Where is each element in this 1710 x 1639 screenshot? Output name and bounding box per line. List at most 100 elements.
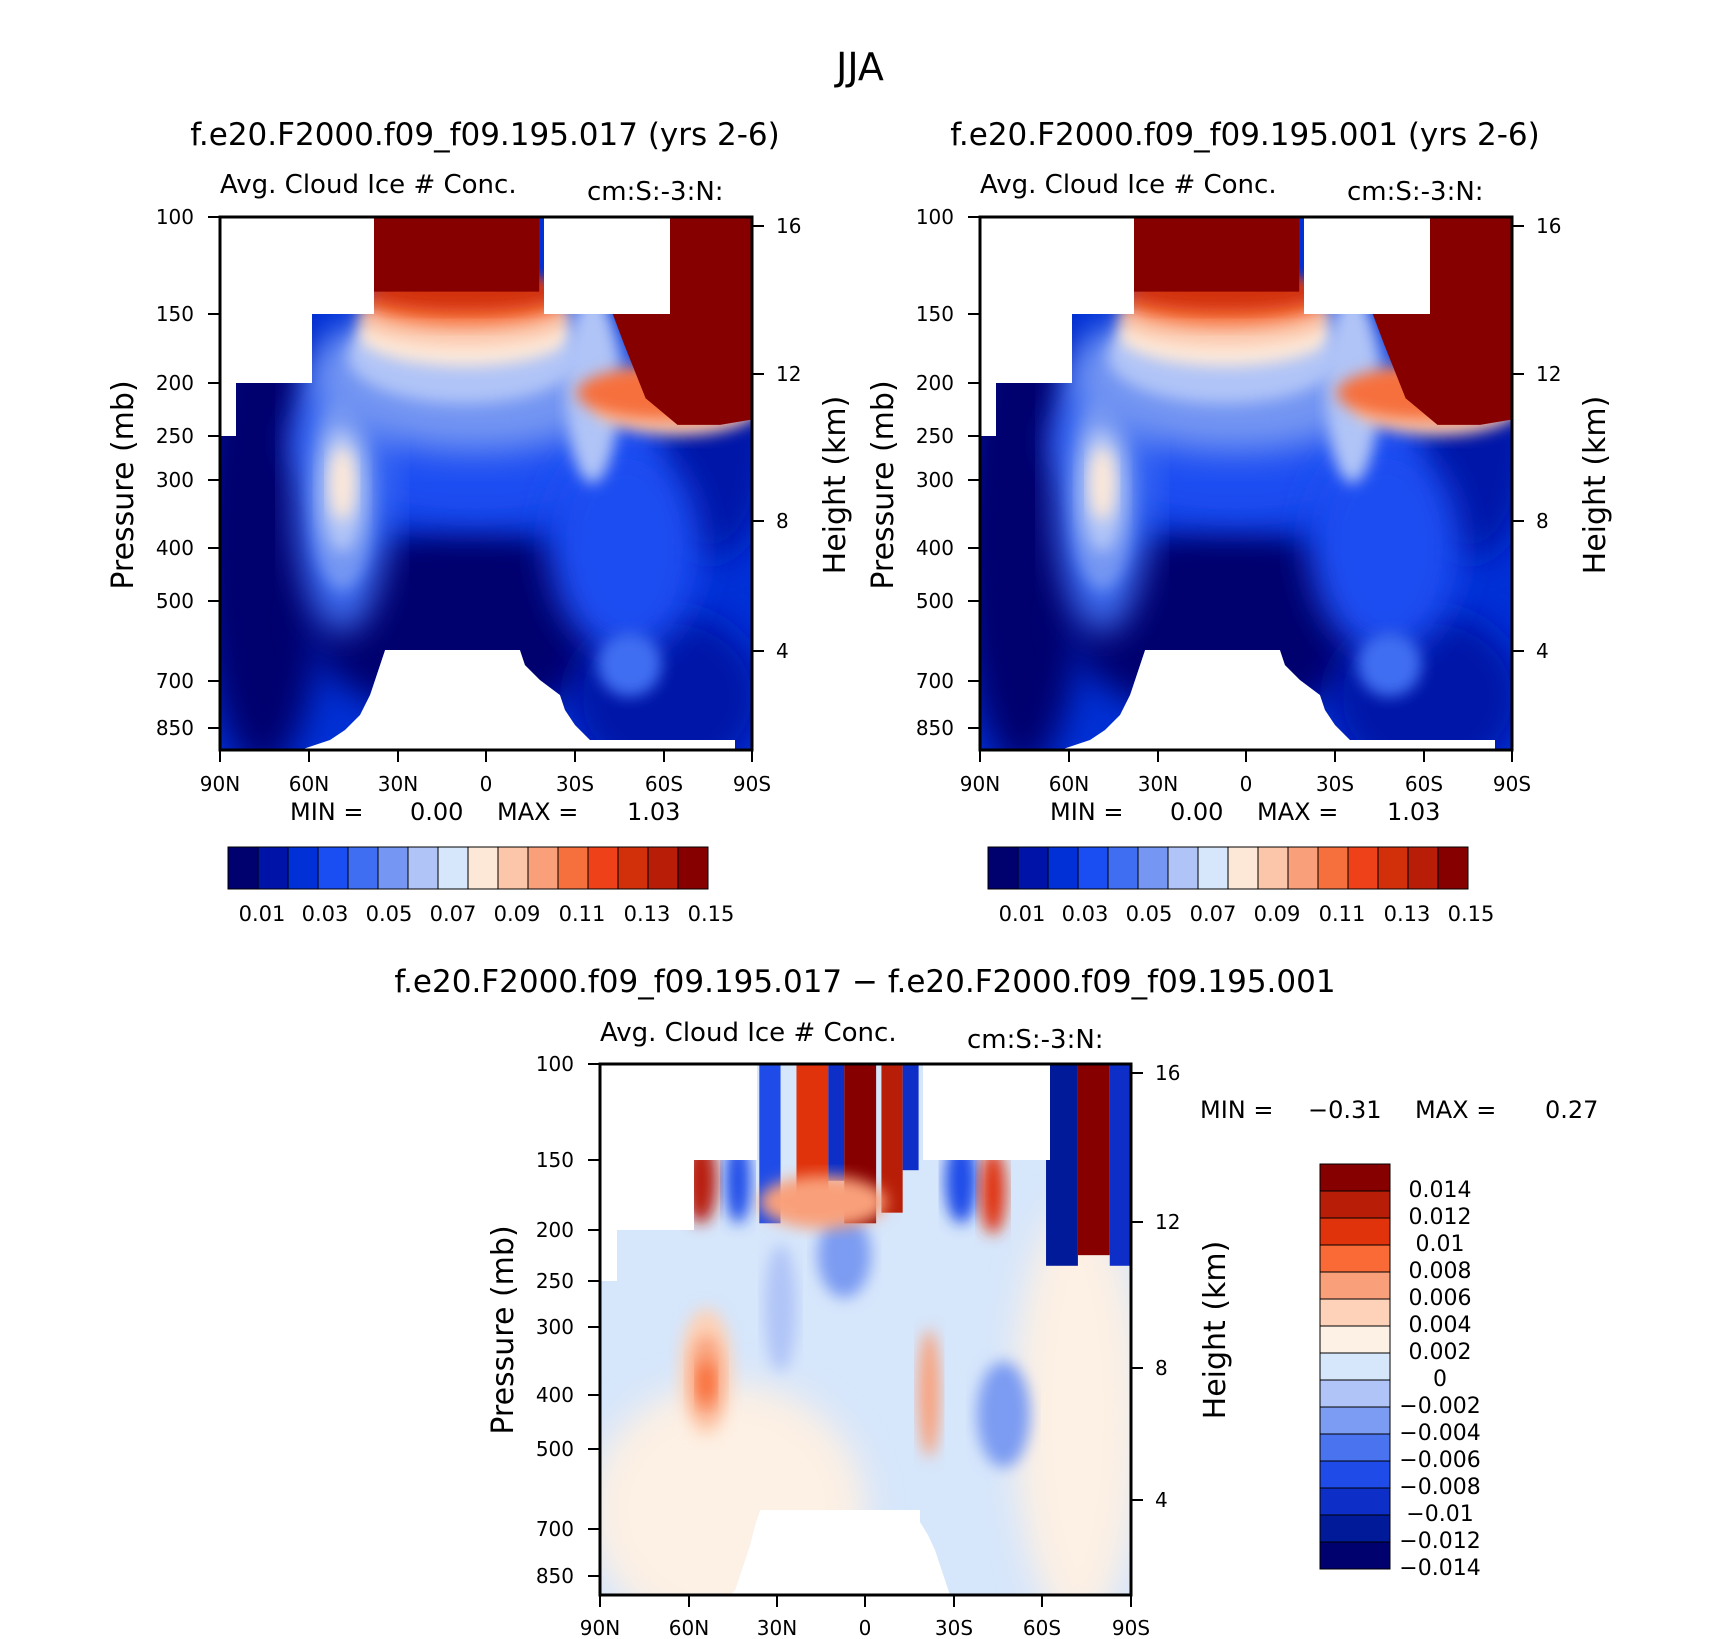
y2-tick-label: 16 — [776, 214, 801, 238]
y2-tick-label: 12 — [776, 362, 801, 386]
panel-2-plot-area — [959, 217, 1534, 782]
x-tick-label: 30N — [757, 1616, 797, 1639]
panel-3-min-label: MIN = — [1200, 1096, 1273, 1124]
colorbar-tick-label: 0.03 — [302, 902, 349, 926]
colorbar-tick-label: 0.01 — [239, 902, 286, 926]
colorbar-tick-label: 0.01 — [1416, 1232, 1465, 1257]
colorbar-tick-label: 0.05 — [1126, 902, 1173, 926]
y-tick-label: 250 — [156, 424, 194, 448]
panel-3-y2-ticks: 16 12 8 4 — [1131, 1061, 1180, 1512]
panel-2-ylabel-right: Height (km) — [1578, 396, 1613, 575]
y-tick-label: 100 — [916, 205, 954, 229]
panel-1-ylabel: Pressure (mb) — [106, 380, 141, 589]
colorbar-tick-label: −0.006 — [1399, 1448, 1480, 1473]
colorbar-tick-label: 0.008 — [1409, 1259, 1472, 1284]
colorbar-tick-label: −0.008 — [1399, 1475, 1480, 1500]
panel-1-ylabel-right: Height (km) — [818, 396, 853, 575]
panel-3-max-value: 0.27 — [1545, 1096, 1598, 1124]
colorbar-tick-label: 0.006 — [1409, 1286, 1472, 1311]
colorbar-tick-label: 0.11 — [559, 902, 606, 926]
panel-1: f.e20.F2000.f09_f09.195.017 (yrs 2-6) Av… — [106, 117, 853, 926]
y-tick-label: 300 — [916, 468, 954, 492]
x-tick-label: 60S — [1405, 772, 1443, 796]
y-tick-label: 200 — [536, 1218, 574, 1242]
x-tick-label: 30N — [1138, 772, 1178, 796]
colorbar-tick-label: 0.09 — [494, 902, 541, 926]
panel-3-plot-area — [589, 1064, 1141, 1637]
panel-3: f.e20.F2000.f09_f09.195.017 − f.e20.F200… — [394, 964, 1598, 1639]
panel-2-y2-ticks: 16 12 8 4 — [1512, 214, 1561, 663]
panel-3-title: f.e20.F2000.f09_f09.195.017 − f.e20.F200… — [394, 964, 1335, 1000]
y-tick-label: 500 — [156, 589, 194, 613]
x-tick-label: 90N — [960, 772, 1000, 796]
panel-3-ylabel-right: Height (km) — [1198, 1241, 1233, 1420]
panel-1-subtitle-right: cm:S:-3:N: — [587, 177, 724, 207]
y-tick-label: 100 — [156, 205, 194, 229]
x-tick-label: 60N — [289, 772, 329, 796]
panel-2: f.e20.F2000.f09_f09.195.001 (yrs 2-6) Av… — [866, 117, 1613, 926]
y-tick-label: 200 — [156, 371, 194, 395]
panel-2-min-value: 0.00 — [1170, 798, 1223, 826]
y-tick-label: 700 — [536, 1517, 574, 1541]
panel-3-ylabel: Pressure (mb) — [486, 1225, 521, 1434]
panel-2-subtitle-left: Avg. Cloud Ice # Conc. — [980, 170, 1277, 200]
x-tick-label: 30S — [935, 1616, 973, 1639]
x-tick-label: 30S — [556, 772, 594, 796]
colorbar-tick-label: −0.004 — [1399, 1421, 1480, 1446]
y-tick-label: 850 — [916, 716, 954, 740]
colorbar-tick-label: 0.004 — [1409, 1313, 1472, 1338]
panel-3-y-ticks: 100 150 200 250 300 400 500 700 850 — [536, 1052, 600, 1588]
colorbar-tick-label: 0.03 — [1062, 902, 1109, 926]
panel-1-max-label: MAX = — [497, 798, 578, 826]
panel-3-colorbar-ticks: 0.014 0.012 0.01 0.008 0.006 0.004 0.002… — [1399, 1178, 1480, 1581]
panel-1-max-value: 1.03 — [627, 798, 680, 826]
colorbar-tick-label: −0.014 — [1399, 1556, 1480, 1581]
x-tick-label: 90N — [200, 772, 240, 796]
y2-tick-label: 12 — [1155, 1210, 1180, 1234]
x-tick-label: 90S — [733, 772, 771, 796]
y-tick-label: 700 — [916, 669, 954, 693]
panel-3-subtitle-left: Avg. Cloud Ice # Conc. — [600, 1018, 897, 1048]
y2-tick-label: 16 — [1155, 1061, 1180, 1085]
x-tick-label: 0 — [480, 772, 493, 796]
figure-title: JJA — [834, 45, 884, 89]
panel-3-colorbar — [1319, 1163, 1391, 1570]
panel-1-min-value: 0.00 — [410, 798, 463, 826]
y2-tick-label: 16 — [1536, 214, 1561, 238]
y-tick-label: 150 — [156, 302, 194, 326]
colorbar-tick-label: 0.002 — [1409, 1340, 1472, 1365]
x-tick-label: 60S — [645, 772, 683, 796]
panel-2-max-label: MAX = — [1257, 798, 1338, 826]
colorbar-tick-label: 0.01 — [999, 902, 1046, 926]
y2-tick-label: 8 — [776, 509, 789, 533]
colorbar-tick-label: 0.07 — [1190, 902, 1237, 926]
x-tick-label: 60S — [1023, 1616, 1061, 1639]
y-tick-label: 150 — [536, 1148, 574, 1172]
y-tick-label: 700 — [156, 669, 194, 693]
panel-2-colorbar — [987, 846, 1469, 890]
y-tick-label: 250 — [536, 1269, 574, 1293]
panel-3-min-value: −0.31 — [1308, 1096, 1382, 1124]
x-tick-label: 90S — [1493, 772, 1531, 796]
y-tick-label: 500 — [916, 589, 954, 613]
x-tick-label: 30S — [1316, 772, 1354, 796]
colorbar-tick-label: −0.002 — [1399, 1394, 1480, 1419]
panel-2-x-ticks: 90N 60N 30N 0 30S 60S 90S — [960, 750, 1531, 796]
x-tick-label: 0 — [859, 1616, 872, 1639]
y-tick-label: 400 — [916, 536, 954, 560]
y-tick-label: 400 — [156, 536, 194, 560]
y2-tick-label: 4 — [1155, 1488, 1168, 1512]
colorbar-tick-label: 0.07 — [430, 902, 477, 926]
y2-tick-label: 12 — [1536, 362, 1561, 386]
y2-tick-label: 4 — [776, 639, 789, 663]
panel-1-y-ticks: 100 150 200 250 300 400 500 700 850 — [156, 205, 220, 740]
x-tick-label: 60N — [1049, 772, 1089, 796]
panel-1-colorbar-ticks: 0.01 0.03 0.05 0.07 0.09 0.11 0.13 0.15 — [239, 902, 735, 926]
colorbar-tick-label: −0.012 — [1399, 1529, 1480, 1554]
colorbar-tick-label: 0.012 — [1409, 1205, 1472, 1230]
panel-3-x-ticks: 90N 60N 30N 0 30S 60S 90S — [580, 1595, 1150, 1639]
y-tick-label: 200 — [916, 371, 954, 395]
colorbar-tick-label: 0.09 — [1254, 902, 1301, 926]
x-tick-label: 0 — [1240, 772, 1253, 796]
